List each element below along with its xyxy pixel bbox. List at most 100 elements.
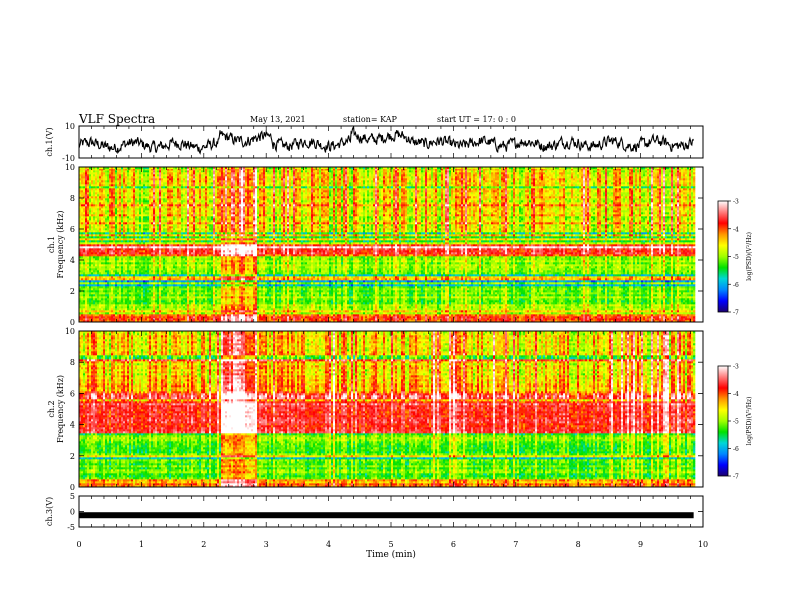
spectro-cell — [639, 310, 642, 313]
spectro-cell — [355, 292, 358, 295]
spectro-cell — [691, 296, 694, 299]
spectro-cell — [183, 318, 186, 321]
spectro-cell — [541, 292, 544, 295]
spectro-cell — [369, 312, 372, 315]
spectro-cell — [527, 310, 530, 313]
spectro-cell — [435, 306, 438, 309]
spectro-cell — [327, 308, 330, 311]
spectro-cell — [607, 306, 610, 309]
spectro-cell — [527, 298, 530, 301]
spectro-cell — [275, 296, 278, 299]
spectro-cell — [179, 320, 182, 323]
spectro-cell — [99, 308, 102, 311]
spectro-cell — [661, 308, 664, 311]
spectro-cell — [273, 302, 276, 305]
spectro-cell — [443, 290, 446, 293]
spectro-cell — [343, 298, 346, 301]
spectro-cell — [485, 290, 488, 293]
spectro-cell — [223, 312, 226, 315]
spectro-cell — [639, 298, 642, 301]
spectro-cell — [655, 296, 658, 299]
spectro-cell — [665, 298, 668, 301]
spectro-cell — [393, 320, 396, 323]
spectro-cell — [107, 320, 110, 323]
spectro-cell — [585, 310, 588, 313]
spectro-cell — [463, 320, 466, 323]
spectro-cell — [95, 318, 98, 321]
spectro-cell — [539, 306, 542, 309]
spectro-cell — [655, 302, 658, 305]
spectro-cell — [419, 300, 422, 303]
spectro-cell — [85, 302, 88, 305]
spectro-cell — [455, 292, 458, 295]
spectro-cell — [395, 304, 398, 307]
spectro-cell — [107, 296, 110, 299]
spectro-cell — [619, 310, 622, 313]
spectro-cell — [425, 298, 428, 301]
spectro-cell — [475, 294, 478, 297]
spectro-cell — [461, 290, 464, 293]
spectro-cell — [407, 294, 410, 297]
spectro-cell — [475, 318, 478, 321]
spectro-cell — [165, 292, 168, 295]
spectro-cell — [481, 302, 484, 305]
spectro-cell — [643, 320, 646, 323]
spectro-cell — [627, 310, 630, 313]
spectro-cell — [79, 316, 82, 319]
spectro-cell — [567, 294, 570, 297]
spectro-cell — [369, 290, 372, 293]
spectro-cell — [319, 306, 322, 309]
spectro-cell — [265, 314, 268, 317]
spectro-cell — [651, 308, 654, 311]
spectro-cell — [511, 298, 514, 301]
spectro-cell — [357, 292, 360, 295]
spectro-cell — [629, 314, 632, 317]
spectro-cell — [517, 300, 520, 303]
spectro-cell — [177, 296, 180, 299]
spectro-cell — [665, 292, 668, 295]
spectro-cell — [153, 294, 156, 297]
spectro-cell — [195, 292, 198, 295]
spectro-cell — [155, 304, 158, 307]
spectro-cell — [173, 308, 176, 311]
spectro-cell — [485, 318, 488, 321]
spectro-cell — [153, 312, 156, 315]
spectro-cell — [311, 294, 314, 297]
spectro-cell — [83, 294, 86, 297]
spectro-cell — [601, 318, 604, 321]
spectro-cell — [123, 316, 126, 319]
spectro-cell — [397, 294, 400, 297]
spectro-cell — [621, 296, 624, 299]
spectro-cell — [319, 292, 322, 295]
spectro-cell — [563, 318, 566, 321]
spectro-cell — [167, 300, 170, 303]
spectro-cell — [453, 314, 456, 317]
spectro-cell — [545, 310, 548, 313]
spectro-cell — [587, 302, 590, 305]
spectro-cell — [337, 310, 340, 313]
spectro-cell — [273, 308, 276, 311]
spectro-cell — [689, 300, 692, 303]
spectro-cell — [113, 296, 116, 299]
spectro-cell — [313, 298, 316, 301]
spectro-cell — [201, 300, 204, 303]
spectro-cell — [85, 310, 88, 313]
spectro-cell — [407, 314, 410, 317]
spectro-cell — [443, 296, 446, 299]
spectro-cell — [497, 294, 500, 297]
spectro-cell — [667, 312, 670, 315]
spectro-cell — [663, 308, 666, 311]
spectro-cell — [379, 304, 382, 307]
spectro-cell — [421, 318, 424, 321]
spectro-cell — [79, 302, 82, 305]
spectro-cell — [257, 314, 260, 317]
spectro-cell — [471, 304, 474, 307]
spectro-cell — [115, 306, 118, 309]
spectro-cell — [391, 294, 394, 297]
spectro-cell — [205, 298, 208, 301]
spectro-cell — [355, 300, 358, 303]
spectro-cell — [587, 298, 590, 301]
spectro-cell — [319, 314, 322, 317]
spectro-cell — [329, 314, 332, 317]
spectro-cell — [449, 302, 452, 305]
